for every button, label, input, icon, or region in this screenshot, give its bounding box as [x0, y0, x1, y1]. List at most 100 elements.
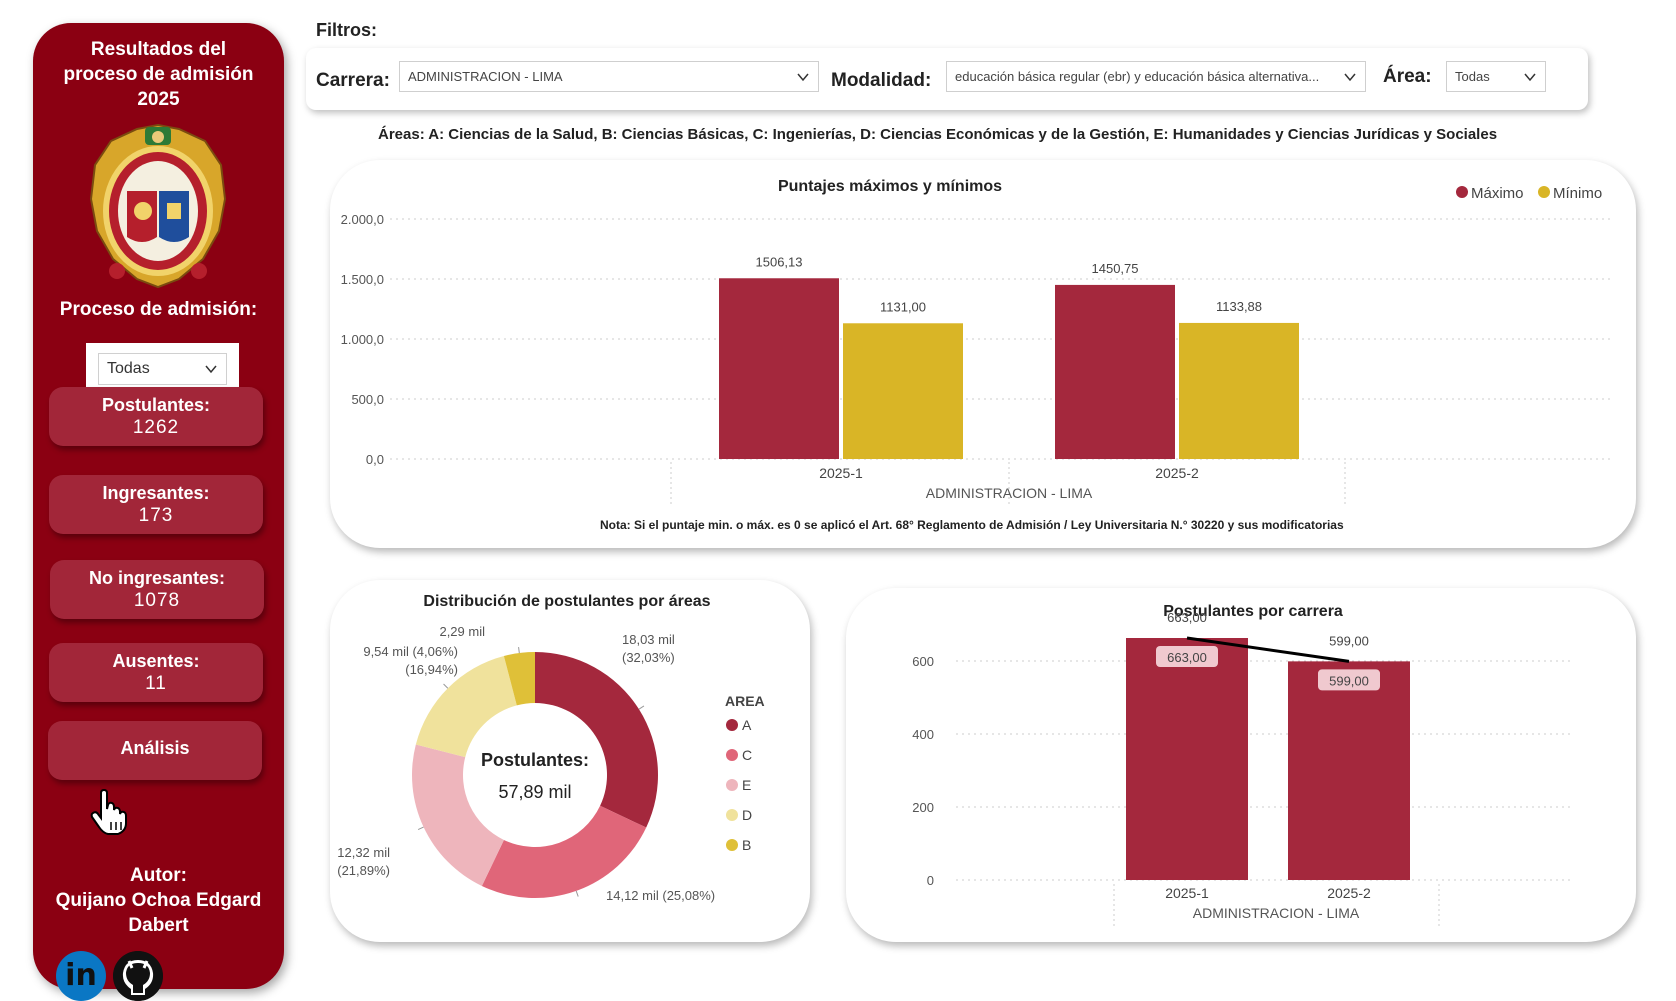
card-ausentes: Ausentes: 11	[49, 643, 263, 702]
x-group-label: ADMINISTRACION - LIMA	[926, 485, 1093, 501]
linkedin-icon-text: in	[65, 958, 97, 993]
data-label: 663,00	[1167, 610, 1207, 625]
report-title: Resultados del proceso de admisión 2025	[33, 37, 284, 112]
hand-pointer-icon	[90, 789, 127, 835]
card-value: 1262	[132, 417, 180, 438]
leader-line	[518, 646, 520, 654]
chevron-down-icon	[1344, 73, 1356, 81]
slice-label: 9,54 mil (4,06%)	[363, 644, 458, 659]
data-label: 1133,88	[1216, 299, 1262, 314]
bar-maximo	[719, 278, 839, 459]
card-value: 173	[138, 505, 174, 526]
y-tick-label: 0,0	[366, 452, 384, 467]
line-label: 663,00	[1167, 650, 1207, 665]
y-tick-label: 0	[927, 873, 934, 888]
filters-title: Filtros:	[316, 20, 377, 40]
trend-line	[1186, 636, 1350, 663]
data-label: 1131,00	[880, 299, 926, 314]
card-ingresantes: Ingresantes: 173	[49, 475, 263, 534]
process-dropdown-value: Todas	[107, 360, 150, 377]
analysis-button-label: Análisis	[120, 738, 190, 758]
carrera-bar-chart: Postulantes por carrera 600 400 200 0 663,00 2…	[912, 603, 1571, 928]
card-postulantes: Postulantes: 1262	[49, 387, 263, 446]
bar-maximo	[1055, 284, 1175, 459]
x-tick-label: 2025-2	[1327, 885, 1371, 901]
leader-line	[575, 890, 579, 897]
data-label: 599,00	[1329, 633, 1369, 648]
legend-marker	[726, 719, 738, 731]
bar-postulantes	[1126, 638, 1248, 880]
slice-label: 2,29 mil	[439, 624, 485, 639]
chevron-down-icon	[205, 365, 217, 374]
chevron-down-icon	[797, 73, 809, 81]
legend-label: Máximo	[1471, 185, 1524, 202]
donut-slice-d	[415, 655, 517, 758]
y-tick-label: 500,0	[351, 392, 384, 407]
carrera-dropdown[interactable]: ADMINISTRACION - LIMA	[399, 61, 819, 92]
modalidad-dropdown-value: educación básica regular (ebr) y educaci…	[955, 69, 1320, 84]
report-title-line: 2025	[137, 89, 180, 110]
y-tick-label: 1.500,0	[341, 272, 384, 287]
bar-minimo	[843, 323, 963, 459]
donut-slice-b	[503, 652, 535, 706]
author-line: Dabert	[128, 915, 189, 936]
areas-description: Áreas: A: Ciencias de la Salud, B: Cienc…	[378, 126, 1498, 143]
legend-title: AREA	[725, 693, 765, 709]
line-label: 599,00	[1329, 673, 1369, 688]
report-title-line: Resultados del	[90, 39, 227, 60]
slice-label: 14,12 mil (25,08%)	[606, 888, 715, 903]
modalidad-dropdown[interactable]: educación básica regular (ebr) y educaci…	[946, 61, 1366, 92]
slice-label: (32,03%)	[622, 650, 675, 665]
card-value: 11	[145, 673, 167, 694]
data-label: 1450,75	[1092, 261, 1139, 276]
card-label: Postulantes:	[101, 395, 211, 415]
x-tick-label: 2025-1	[1165, 885, 1209, 901]
filter-bar: Carrera: ADMINISTRACION - LIMA Modalidad…	[306, 48, 1588, 110]
sidebar: Resultados del proceso de admisión 2025 …	[33, 23, 284, 1001]
bar-chart-panel	[330, 160, 1636, 548]
legend-marker	[726, 839, 738, 851]
legend-label: Mínimo	[1553, 185, 1602, 202]
process-label: Proceso de admisión:	[59, 299, 258, 320]
leader-line	[638, 705, 645, 710]
y-tick-label: 400	[912, 727, 934, 742]
slice-label: 18,03 mil	[622, 632, 675, 647]
linkedin-icon[interactable]: in	[56, 951, 106, 1001]
donut-center-label: Postulantes:	[481, 750, 589, 770]
area-dropdown-value: Todas	[1455, 69, 1490, 84]
chevron-down-icon	[1524, 73, 1536, 81]
chart-title: Distribución de postulantes por áreas	[423, 593, 710, 610]
author-block: Autor: Quijano Ochoa Edgard Dabert	[33, 863, 284, 938]
donut-slice-c	[481, 805, 647, 898]
card-label: No ingresantes:	[88, 568, 226, 588]
legend-marker	[1456, 186, 1468, 198]
carrera-dropdown-value: ADMINISTRACION - LIMA	[408, 69, 563, 84]
x-tick-label: 2025-2	[1155, 465, 1199, 481]
area-dropdown[interactable]: Todas	[1446, 61, 1546, 92]
card-value: 1078	[133, 590, 181, 611]
legend-marker	[1538, 186, 1550, 198]
bar-minimo	[1179, 322, 1299, 459]
chart-note: Nota: Si el puntaje min. o máx. es 0 se …	[600, 518, 1344, 532]
legend-marker	[726, 779, 738, 791]
donut-center-value: 57,89 mil	[498, 782, 571, 802]
modalidad-label: Modalidad:	[831, 70, 932, 91]
card-no-ingresantes: No ingresantes: 1078	[50, 560, 264, 619]
leader-line	[417, 826, 424, 831]
legend-label: B	[742, 837, 751, 853]
bar-postulantes	[1288, 661, 1410, 880]
max-min-bar-chart: Puntajes máximos y mínimos Máximo Mínimo 2.…	[341, 178, 1612, 505]
y-tick-label: 2.000,0	[341, 212, 384, 227]
donut-slice-e	[412, 744, 504, 886]
data-label: 1506,13	[756, 254, 803, 269]
card-label: Ingresantes:	[102, 483, 210, 503]
carrera-label: Carrera:	[316, 70, 390, 91]
analysis-button[interactable]: Análisis	[48, 721, 262, 780]
chart-title: Postulantes por carrera	[1163, 603, 1343, 620]
github-icon[interactable]	[113, 951, 163, 1001]
legend-label: A	[742, 717, 752, 733]
university-seal-logo	[89, 123, 227, 289]
chart-title: Puntajes máximos y mínimos	[778, 178, 1002, 195]
x-group-label: ADMINISTRACION - LIMA	[1193, 905, 1360, 921]
legend-label: C	[742, 747, 752, 763]
